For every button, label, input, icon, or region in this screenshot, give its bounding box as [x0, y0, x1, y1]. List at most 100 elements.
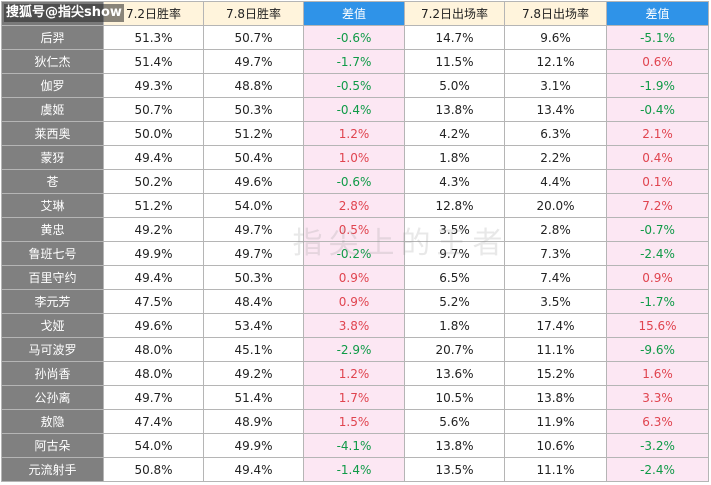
pickrate-0708-cell: 13.4%	[504, 97, 607, 122]
winrate-0708-cell: 54.0%	[203, 193, 304, 218]
table-row: 李元芳 47.5% 48.4% 0.9% 5.2% 3.5% -1.7%	[1, 289, 709, 314]
winrate-0708-cell: 51.2%	[203, 121, 304, 146]
hero-name-cell: 元流射手	[1, 457, 104, 482]
pickrate-0702-cell: 5.2%	[404, 289, 505, 314]
hero-name-cell: 阿古朵	[1, 433, 104, 458]
pickrate-0702-cell: 3.5%	[404, 217, 505, 242]
hero-name-cell: 艾琳	[1, 193, 104, 218]
hero-name-cell: 公孙离	[1, 385, 104, 410]
pickrate-diff-cell: 0.4%	[606, 145, 709, 170]
winrate-diff-cell: -0.2%	[303, 241, 405, 266]
winrate-diff-cell: -0.4%	[303, 97, 405, 122]
pickrate-0702-cell: 13.8%	[404, 433, 505, 458]
table-row: 莱西奥 50.0% 51.2% 1.2% 4.2% 6.3% 2.1%	[1, 121, 709, 146]
winrate-diff-cell: 1.0%	[303, 145, 405, 170]
winrate-0702-cell: 50.0%	[103, 121, 204, 146]
pickrate-diff-cell: 7.2%	[606, 193, 709, 218]
pickrate-0702-cell: 13.6%	[404, 361, 505, 386]
table-row: 狄仁杰 51.4% 49.7% -1.7% 11.5% 12.1% 0.6%	[1, 49, 709, 74]
pickrate-diff-cell: 6.3%	[606, 409, 709, 434]
winrate-0708-cell: 48.9%	[203, 409, 304, 434]
pickrate-diff-cell: -1.7%	[606, 289, 709, 314]
header-winrate-0708: 7.8日胜率	[203, 1, 304, 26]
winrate-diff-cell: 3.8%	[303, 313, 405, 338]
pickrate-diff-cell: 1.6%	[606, 361, 709, 386]
winrate-0708-cell: 49.6%	[203, 169, 304, 194]
winrate-diff-cell: 1.2%	[303, 121, 405, 146]
winrate-0708-cell: 50.4%	[203, 145, 304, 170]
pickrate-0702-cell: 1.8%	[404, 145, 505, 170]
hero-name-cell: 虞姬	[1, 97, 104, 122]
pickrate-0708-cell: 7.3%	[504, 241, 607, 266]
hero-name-cell: 黄忠	[1, 217, 104, 242]
pickrate-0702-cell: 5.0%	[404, 73, 505, 98]
table-row: 后羿 51.3% 50.7% -0.6% 14.7% 9.6% -5.1%	[1, 25, 709, 50]
pickrate-0702-cell: 5.6%	[404, 409, 505, 434]
pickrate-diff-cell: 15.6%	[606, 313, 709, 338]
winrate-0702-cell: 50.2%	[103, 169, 204, 194]
table-row: 虞姬 50.7% 50.3% -0.4% 13.8% 13.4% -0.4%	[1, 97, 709, 122]
winrate-0702-cell: 47.5%	[103, 289, 204, 314]
table-row: 元流射手 50.8% 49.4% -1.4% 13.5% 11.1% -2.4%	[1, 457, 709, 482]
pickrate-0702-cell: 13.8%	[404, 97, 505, 122]
table-row: 蒙犽 49.4% 50.4% 1.0% 1.8% 2.2% 0.4%	[1, 145, 709, 170]
winrate-diff-cell: -1.7%	[303, 49, 405, 74]
winrate-diff-cell: -1.4%	[303, 457, 405, 482]
pickrate-0708-cell: 9.6%	[504, 25, 607, 50]
winrate-0708-cell: 49.9%	[203, 433, 304, 458]
pickrate-0708-cell: 12.1%	[504, 49, 607, 74]
winrate-diff-cell: 1.2%	[303, 361, 405, 386]
hero-name-cell: 蒙犽	[1, 145, 104, 170]
winrate-0708-cell: 49.2%	[203, 361, 304, 386]
winrate-diff-cell: -0.5%	[303, 73, 405, 98]
winrate-diff-cell: -0.6%	[303, 169, 405, 194]
pickrate-diff-cell: 0.1%	[606, 169, 709, 194]
pickrate-0708-cell: 7.4%	[504, 265, 607, 290]
hero-name-cell: 狄仁杰	[1, 49, 104, 74]
winrate-0702-cell: 51.3%	[103, 25, 204, 50]
pickrate-diff-cell: 2.1%	[606, 121, 709, 146]
winrate-0708-cell: 53.4%	[203, 313, 304, 338]
pickrate-diff-cell: -2.4%	[606, 241, 709, 266]
header-hero	[1, 1, 104, 26]
winrate-0702-cell: 49.7%	[103, 385, 204, 410]
table-row: 公孙离 49.7% 51.4% 1.7% 10.5% 13.8% 3.3%	[1, 385, 709, 410]
pickrate-diff-cell: 0.9%	[606, 265, 709, 290]
pickrate-0702-cell: 9.7%	[404, 241, 505, 266]
winrate-0708-cell: 49.7%	[203, 49, 304, 74]
hero-name-cell: 苍	[1, 169, 104, 194]
table-row: 伽罗 49.3% 48.8% -0.5% 5.0% 3.1% -1.9%	[1, 73, 709, 98]
pickrate-diff-cell: 3.3%	[606, 385, 709, 410]
pickrate-0702-cell: 4.3%	[404, 169, 505, 194]
hero-name-cell: 伽罗	[1, 73, 104, 98]
pickrate-0708-cell: 4.4%	[504, 169, 607, 194]
winrate-diff-cell: 1.7%	[303, 385, 405, 410]
winrate-0708-cell: 50.7%	[203, 25, 304, 50]
pickrate-diff-cell: -9.6%	[606, 337, 709, 362]
pickrate-0702-cell: 20.7%	[404, 337, 505, 362]
winrate-0708-cell: 50.3%	[203, 265, 304, 290]
winrate-0708-cell: 48.8%	[203, 73, 304, 98]
winrate-0708-cell: 45.1%	[203, 337, 304, 362]
pickrate-0708-cell: 11.1%	[504, 457, 607, 482]
pickrate-0702-cell: 4.2%	[404, 121, 505, 146]
winrate-0708-cell: 48.4%	[203, 289, 304, 314]
winrate-0702-cell: 49.6%	[103, 313, 204, 338]
hero-name-cell: 鲁班七号	[1, 241, 104, 266]
winrate-0702-cell: 50.7%	[103, 97, 204, 122]
hero-name-cell: 戈娅	[1, 313, 104, 338]
pickrate-0708-cell: 2.8%	[504, 217, 607, 242]
winrate-0702-cell: 51.2%	[103, 193, 204, 218]
pickrate-0708-cell: 6.3%	[504, 121, 607, 146]
winrate-diff-cell: -4.1%	[303, 433, 405, 458]
header-pickrate-0702: 7.2日出场率	[404, 1, 505, 26]
table-row: 戈娅 49.6% 53.4% 3.8% 1.8% 17.4% 15.6%	[1, 313, 709, 338]
hero-name-cell: 马可波罗	[1, 337, 104, 362]
winrate-0702-cell: 49.3%	[103, 73, 204, 98]
header-winrate-0702: 7.2日胜率	[103, 1, 204, 26]
pickrate-0708-cell: 11.1%	[504, 337, 607, 362]
hero-name-cell: 敖隐	[1, 409, 104, 434]
pickrate-0702-cell: 6.5%	[404, 265, 505, 290]
